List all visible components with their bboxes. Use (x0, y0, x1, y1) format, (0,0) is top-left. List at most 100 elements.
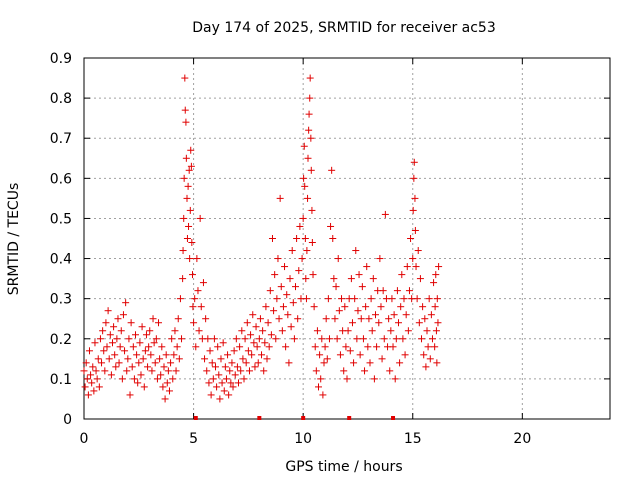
data-point (418, 335, 426, 343)
data-point (318, 335, 326, 343)
data-point (346, 347, 354, 355)
data-point (353, 335, 361, 343)
data-point (102, 319, 110, 327)
data-point (81, 383, 89, 391)
data-point (195, 327, 203, 335)
data-point (185, 166, 193, 174)
data-point (315, 383, 323, 391)
data-point (364, 343, 372, 351)
data-point (171, 327, 179, 335)
data-point (82, 359, 90, 367)
data-point (95, 383, 103, 391)
data-point (94, 355, 102, 363)
data-point (214, 343, 222, 351)
data-point (90, 387, 98, 395)
data-point (180, 174, 188, 182)
data-point (138, 323, 146, 331)
data-point (410, 174, 418, 182)
data-point (178, 335, 186, 343)
data-point (397, 303, 405, 311)
data-point (212, 363, 219, 371)
data-point (237, 367, 245, 375)
data-point (103, 343, 111, 351)
data-point (123, 367, 131, 375)
data-point (262, 303, 270, 311)
data-point (309, 271, 317, 279)
data-point (403, 263, 411, 271)
data-point (133, 351, 141, 359)
data-point (249, 311, 257, 319)
data-point (407, 235, 415, 242)
data-point (261, 339, 269, 347)
data-point (404, 327, 412, 335)
data-point (324, 295, 332, 303)
data-point (225, 391, 233, 399)
data-point (267, 331, 275, 339)
data-point (365, 315, 373, 323)
data-point (217, 355, 225, 363)
data-point (224, 351, 232, 359)
data-point (157, 371, 165, 379)
data-point (362, 303, 370, 311)
plot-frame (83, 57, 611, 420)
data-point (203, 367, 211, 375)
data-point (169, 375, 177, 383)
data-point (377, 303, 385, 311)
data-gap-marker (193, 416, 198, 420)
data-gap-marker (391, 416, 396, 420)
data-point (391, 375, 399, 383)
data-point (425, 295, 433, 303)
data-point (323, 355, 331, 363)
data-point (181, 106, 189, 114)
data-point (336, 351, 344, 359)
data-point (228, 359, 236, 367)
y-tick-label: 0.9 (50, 51, 72, 67)
data-point (409, 206, 417, 214)
data-point (419, 303, 427, 311)
data-point (266, 287, 274, 295)
data-point (306, 74, 314, 82)
data-point (139, 355, 147, 363)
data-point (389, 343, 397, 351)
data-point (376, 255, 384, 263)
data-point (137, 371, 145, 379)
data-point (329, 235, 337, 242)
data-point (319, 391, 327, 399)
data-point (307, 166, 315, 174)
data-point (152, 335, 160, 343)
x-tick-label: 0 (80, 431, 89, 447)
data-point (413, 295, 421, 303)
data-point (118, 375, 126, 383)
data-point (174, 315, 182, 323)
data-point (238, 327, 246, 335)
data-point (402, 311, 410, 319)
data-point (423, 327, 431, 335)
data-point (140, 383, 148, 391)
data-point (98, 359, 106, 367)
data-point (328, 166, 336, 174)
data-point (415, 319, 423, 327)
data-point (371, 311, 379, 319)
data-point (332, 283, 340, 291)
x-tick-label: 15 (404, 431, 422, 447)
data-point (411, 194, 419, 202)
data-point (193, 255, 201, 263)
data-point (91, 339, 99, 347)
data-point (251, 363, 259, 371)
data-point (307, 134, 315, 142)
data-point (386, 367, 394, 375)
data-point (258, 351, 266, 359)
data-point (409, 255, 417, 263)
data-point (361, 367, 369, 375)
data-point (159, 383, 167, 391)
y-tick-label: 0 (63, 412, 72, 428)
data-point (196, 214, 204, 222)
data-point (347, 275, 355, 283)
data-point (242, 359, 250, 367)
data-point (370, 375, 378, 383)
data-point (161, 395, 169, 403)
data-point (168, 335, 176, 343)
data-point (127, 319, 135, 327)
data-point (245, 367, 253, 375)
y-axis-title: SRMTID / TECUs (6, 183, 22, 296)
